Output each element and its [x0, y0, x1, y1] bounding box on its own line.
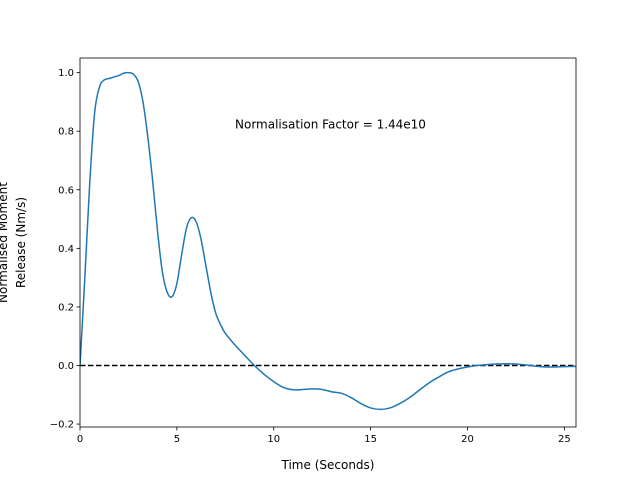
series-line-0 — [80, 71, 576, 411]
x-tick-label: 10 — [267, 434, 280, 445]
x-tick-label: 25 — [558, 434, 571, 445]
axes-frame — [79, 57, 577, 428]
x-tick-label: 15 — [364, 434, 377, 445]
x-tick-label: 0 — [77, 434, 83, 445]
normalisation-annotation: Normalisation Factor = 1.44e10 — [235, 117, 426, 131]
y-tick-label: 0.4 — [58, 244, 74, 255]
y-tick-label: −0.2 — [50, 420, 74, 431]
y-tick-label: 0.2 — [58, 302, 74, 313]
x-tick-label: 5 — [174, 434, 180, 445]
x-axis-label: Time (Seconds) — [281, 458, 375, 472]
y-tick-label: 0.0 — [58, 361, 74, 372]
x-tick-label: 20 — [461, 434, 474, 445]
y-tick-label: 0.6 — [58, 185, 74, 196]
y-axis-label-line-2: Release (Nm/s) — [14, 197, 28, 288]
y-axis-label-line-1: Normalised Moment — [0, 182, 10, 303]
plot-layer — [80, 71, 576, 411]
axes-layer: 0 5 10 15 20 25 −0.2 0.0 0.2 0.4 0.6 0.8 1.0 — [50, 57, 577, 445]
y-tick-label: 1.0 — [58, 68, 74, 79]
y-tick-label: 0.8 — [58, 127, 74, 138]
